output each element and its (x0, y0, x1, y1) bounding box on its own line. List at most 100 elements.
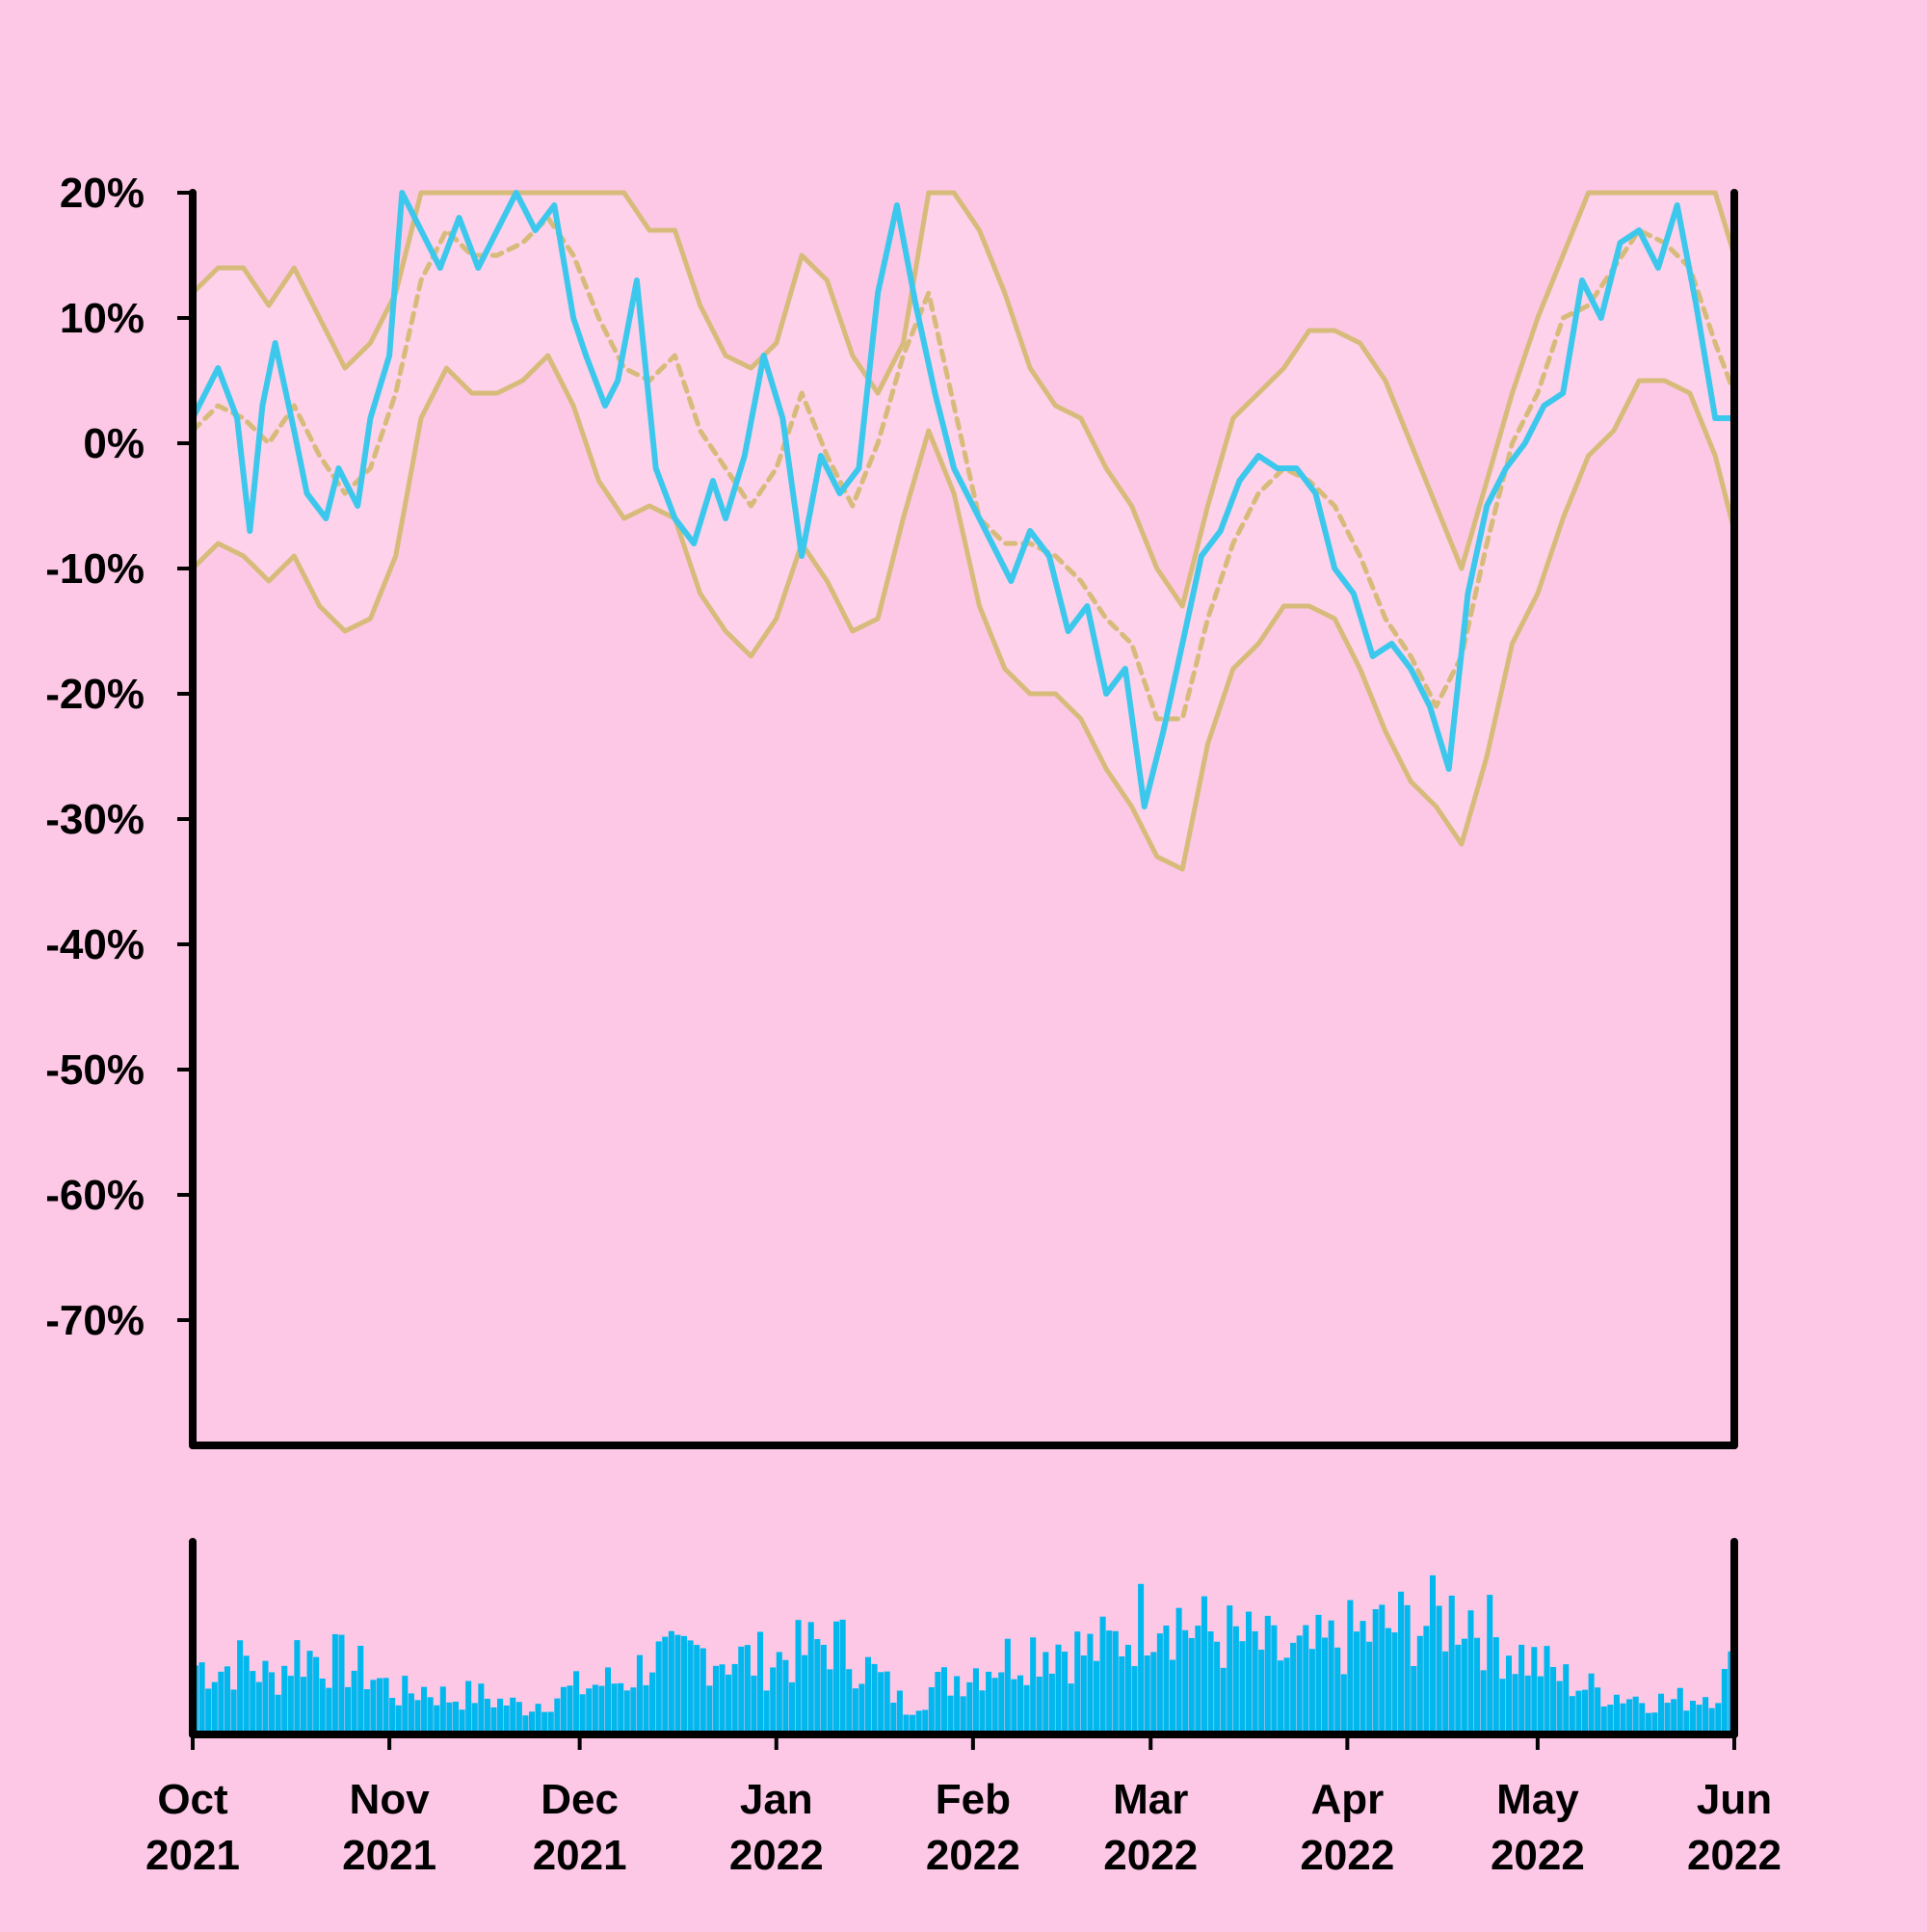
volume-bar (1411, 1666, 1417, 1734)
volume-bar (522, 1715, 529, 1734)
volume-bar (478, 1683, 485, 1734)
volume-bar (966, 1681, 973, 1734)
volume-bar (287, 1676, 294, 1734)
volume-bar (1156, 1633, 1163, 1734)
x-tick-label: Oct 2021 (145, 1776, 240, 1879)
volume-bar (757, 1631, 764, 1734)
volume-bar (331, 1633, 338, 1734)
volume-bar (655, 1641, 662, 1734)
volume-bar (623, 1690, 630, 1734)
volume-bar (991, 1678, 998, 1734)
x-tick-year: 2022 (926, 1832, 1020, 1879)
x-tick-month: Feb (936, 1776, 1011, 1823)
volume-bar (611, 1683, 618, 1734)
volume-bar (1087, 1633, 1094, 1734)
volume-bar (858, 1683, 865, 1734)
volume-bar (903, 1714, 910, 1734)
y-tick-label: -30% (45, 796, 145, 843)
volume-bar (960, 1696, 966, 1734)
volume-bar (1651, 1712, 1658, 1734)
volume-bar (1416, 1635, 1423, 1734)
volume-bar (1011, 1679, 1017, 1734)
volume-bar (814, 1639, 821, 1734)
volume-bar (1448, 1595, 1455, 1734)
volume-bar (198, 1662, 205, 1734)
volume-bar (618, 1682, 624, 1734)
x-tick-year: 2022 (729, 1832, 824, 1879)
volume-bar (370, 1680, 377, 1734)
volume-bar (1544, 1646, 1550, 1734)
volume-bar (643, 1684, 649, 1734)
volume-bar (1721, 1669, 1728, 1734)
volume-bar (389, 1698, 396, 1734)
volume-bar (294, 1640, 301, 1734)
volume-bar (668, 1630, 674, 1734)
x-tick-month: Mar (1113, 1776, 1188, 1823)
volume-bar (1657, 1693, 1665, 1734)
volume-bar (1512, 1674, 1518, 1734)
volume-bar (535, 1704, 541, 1734)
volume-bar (782, 1659, 789, 1734)
volume-bar (1676, 1687, 1683, 1734)
volume-bar (1308, 1649, 1315, 1734)
volume-bar (363, 1689, 370, 1734)
volume-bar (515, 1702, 522, 1734)
volume-bar (414, 1700, 421, 1734)
volume-bar (1239, 1641, 1246, 1734)
volume-bar (395, 1705, 402, 1734)
volume-bar (1595, 1687, 1601, 1734)
x-tick-label: Jan 2022 (729, 1776, 824, 1879)
volume-bar (864, 1656, 871, 1734)
volume-bar (1296, 1635, 1303, 1734)
x-tick-year: 2022 (1491, 1832, 1585, 1879)
volume-bar (1227, 1605, 1233, 1734)
volume-bar (326, 1687, 332, 1734)
volume-bar (915, 1710, 922, 1734)
volume-bar (712, 1665, 719, 1734)
volume-bar (275, 1694, 281, 1734)
volume-bar (490, 1707, 497, 1734)
volume-bar (1696, 1705, 1703, 1734)
x-tick-month: Apr (1310, 1776, 1384, 1823)
volume-bar (833, 1621, 840, 1734)
volume-bar (763, 1690, 770, 1734)
volume-bar (465, 1681, 472, 1734)
volume-bar (1366, 1641, 1373, 1734)
volume-bar (827, 1669, 833, 1734)
volume-bar (731, 1663, 738, 1734)
volume-bar (954, 1676, 961, 1734)
volume-bar (1182, 1629, 1189, 1734)
volume-bar (402, 1676, 409, 1734)
volume-bar (1404, 1604, 1411, 1734)
volume-bar (439, 1686, 446, 1734)
volume-bar (1715, 1703, 1722, 1734)
volume-bar (484, 1698, 490, 1734)
volume-bar (719, 1664, 726, 1734)
volume-bar (1036, 1676, 1043, 1734)
volume-bar (910, 1714, 916, 1734)
volume-bar (1398, 1591, 1405, 1734)
volume-bar (1048, 1673, 1055, 1734)
volume-bar (592, 1684, 598, 1734)
volume-bar (1581, 1689, 1589, 1734)
volume-bar (1518, 1644, 1525, 1734)
volume-bar (935, 1672, 941, 1734)
volume-bar (1664, 1703, 1671, 1734)
volume-bar (744, 1645, 751, 1734)
x-tick-month: Jun (1697, 1776, 1772, 1823)
x-tick-month: Jan (740, 1776, 813, 1823)
volume-bar (1487, 1595, 1493, 1734)
volume-bar (1214, 1641, 1221, 1734)
volume-bar (1613, 1694, 1620, 1734)
volume-bar (281, 1665, 288, 1734)
volume-bar (1068, 1683, 1074, 1734)
volume-bar (1708, 1707, 1715, 1734)
volume-bar (338, 1634, 345, 1734)
volume-bar (471, 1703, 478, 1734)
y-tick-label: 10% (60, 295, 145, 342)
volume-bar (205, 1688, 212, 1734)
x-tick-label: Dec 2021 (533, 1776, 627, 1879)
volume-bar (1074, 1631, 1081, 1734)
volume-bar (1283, 1657, 1290, 1734)
volume-bar (687, 1640, 694, 1734)
